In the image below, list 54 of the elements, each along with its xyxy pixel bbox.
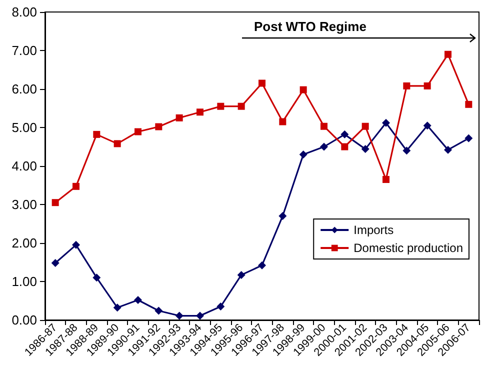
point: [340, 130, 349, 138]
y-tick-label: 4.00: [12, 158, 37, 174]
legend-label: Domestic production: [354, 241, 464, 255]
point: [237, 270, 246, 279]
point: [382, 176, 390, 183]
point: [72, 240, 80, 249]
point: [464, 134, 473, 142]
point: [114, 140, 121, 148]
point: [362, 122, 369, 130]
point: [196, 312, 204, 320]
y-tick-label: 5.00: [12, 120, 37, 135]
legend-label: Imports: [354, 223, 394, 237]
point: [444, 146, 452, 154]
point: [92, 274, 101, 282]
point: [423, 122, 432, 130]
point: [258, 80, 266, 87]
point: [278, 212, 287, 220]
point: [320, 122, 328, 130]
point: [424, 82, 431, 90]
point: [299, 150, 308, 158]
point: [72, 182, 80, 190]
point: [258, 261, 266, 270]
annotation: Post WTO Regime: [254, 19, 366, 34]
point: [465, 100, 472, 108]
point: [175, 312, 184, 320]
point: [196, 108, 204, 116]
point: [320, 142, 328, 151]
point: [52, 199, 59, 206]
point: [51, 259, 60, 268]
point: [238, 102, 245, 110]
point: [155, 123, 162, 130]
point: [134, 128, 142, 136]
point: [279, 118, 286, 126]
point: [382, 118, 390, 127]
y-tick-label: 0.00: [12, 312, 37, 328]
point: [361, 145, 370, 154]
y-tick-label: 6.00: [12, 82, 37, 96]
y-tick-label: 3.00: [12, 197, 37, 212]
point: [176, 114, 183, 122]
point: [341, 143, 348, 150]
y-tick-label: 1.00: [12, 274, 37, 289]
y-tick-label: 7.00: [12, 43, 37, 58]
point: [154, 306, 163, 315]
y-tick-label: 2.00: [12, 236, 37, 250]
point: [444, 50, 452, 58]
point: [93, 130, 100, 138]
point: [113, 304, 122, 312]
y-tick-label: 8.00: [12, 4, 37, 20]
point: [402, 146, 411, 155]
point: [216, 302, 225, 311]
point: [134, 296, 142, 304]
point: [403, 82, 410, 90]
point: [217, 102, 224, 110]
point: [300, 86, 307, 94]
